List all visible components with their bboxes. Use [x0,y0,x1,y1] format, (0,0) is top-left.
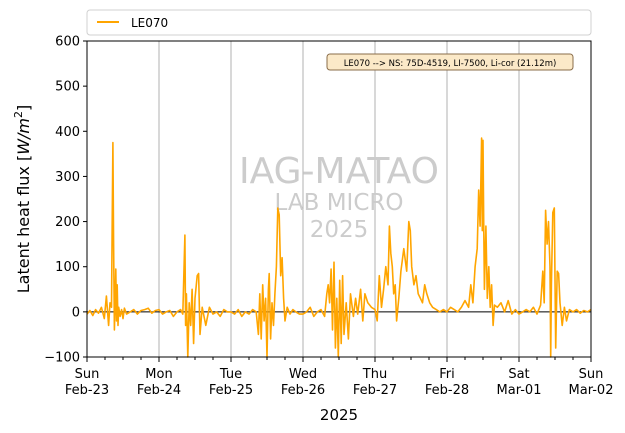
watermark-line-2: LAB MICRO [275,190,404,216]
x-axis-label: 2025 [320,406,358,424]
y-tick-label: 100 [55,260,80,275]
x-tick-label-day: Wed [289,367,317,382]
annotation-text: LE070 --> NS: 75D-4519, LI-7500, Li-cor … [344,59,557,69]
x-tick-label-date: Feb-25 [209,383,253,398]
y-axis-label-text: Latent heat flux [ [14,155,33,294]
y-tick-label: 0 [72,305,80,320]
x-tick-label-day: Sun [579,367,604,382]
series-line-le070 [86,137,592,358]
y-tick-label: 500 [55,80,80,95]
x-tick-label-date: Mar-01 [497,383,542,398]
annotation-box [326,53,574,71]
x-tick-label-day: Sat [508,367,529,382]
annotation: LE070 --> NS: 75D-4519, LI-7500, Li-cor … [326,53,574,71]
y-axis-label: Latent heat flux [W/m2] [12,105,33,294]
x-tick-label-date: Feb-27 [353,383,397,398]
x-tick-label-day: Fri [439,367,455,382]
legend-label: LE070 [131,16,168,30]
y-tick-label: 200 [55,215,80,230]
x-tick-label-date: Feb-28 [425,383,469,398]
x-tick-label-day: Thu [362,367,387,382]
grid-lines [158,41,520,357]
x-tick-label-day: Tue [219,367,242,382]
y-axis-label-exponent: 2 [12,111,25,118]
y-tick-label: −100 [44,351,80,366]
watermark: IAG-MATAO LAB MICRO 2025 [239,151,439,243]
y-axis-label-units: W/m [14,118,33,155]
x-tick-label-day: Sun [75,367,100,382]
legend-box [86,9,592,36]
y-axis: −100 0 100 200 300 400 500 600 [44,35,87,366]
x-tick-label-date: Feb-23 [65,383,109,398]
x-tick-label-date: Feb-26 [281,383,325,398]
y-tick-label: 600 [55,35,80,50]
watermark-line-1: IAG-MATAO [239,151,439,192]
y-axis-label-close: ] [14,105,33,111]
y-tick-label: 300 [55,170,80,185]
x-tick-label-date: Feb-24 [137,383,181,398]
y-tick-label: 400 [55,125,80,140]
legend: LE070 [86,9,592,36]
watermark-line-3: 2025 [310,217,369,243]
x-tick-label-day: Mon [145,367,172,382]
x-tick-label-date: Mar-02 [569,383,614,398]
x-axis: SunFeb-23MonFeb-24TueFeb-25WedFeb-26ThuF… [65,357,614,398]
